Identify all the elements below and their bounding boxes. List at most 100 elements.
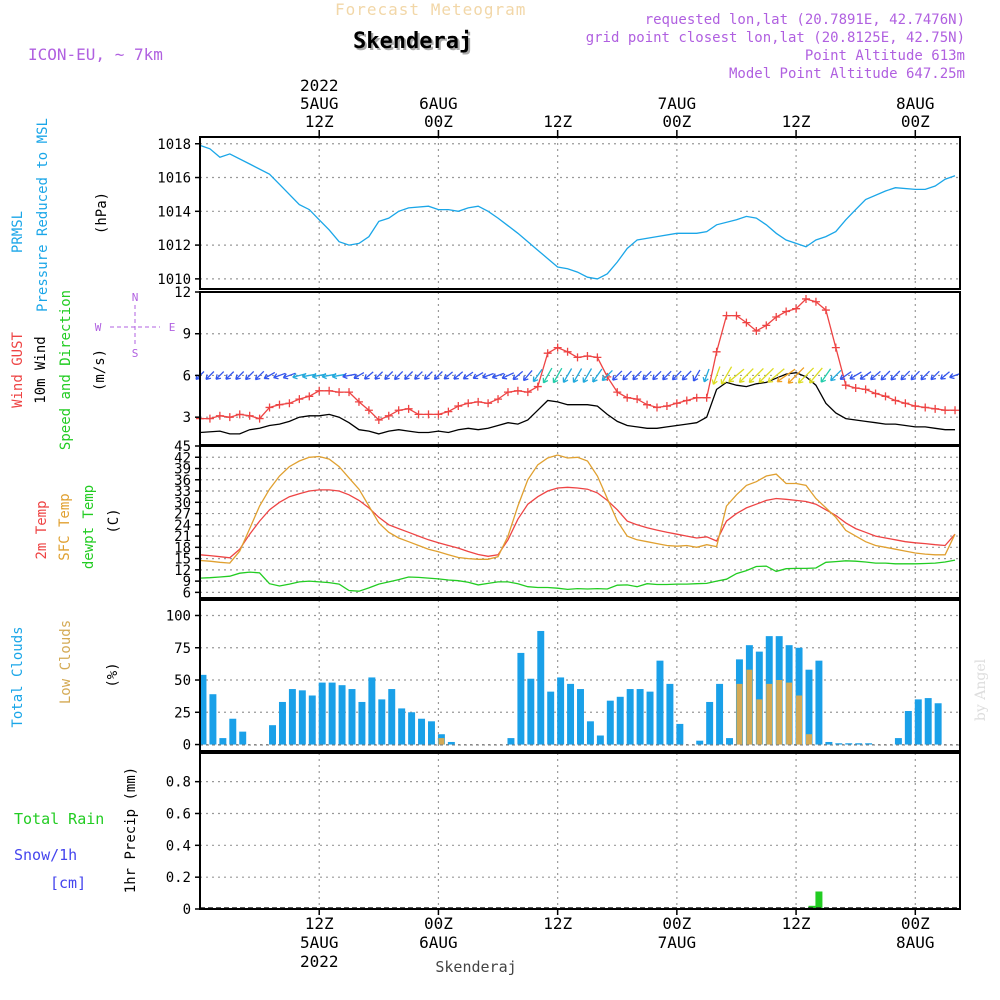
wind-arrow bbox=[205, 371, 215, 381]
series-line-dewpt-temp bbox=[199, 559, 956, 592]
gust-marker bbox=[275, 400, 284, 409]
y-tick-label: 25 bbox=[174, 705, 191, 721]
precip-axis-labels: Total Rain Snow/1h [cm] 1hr Precip (mm) bbox=[14, 767, 139, 893]
bottom-time-label: 12Z bbox=[782, 914, 811, 933]
gust-marker bbox=[424, 410, 433, 419]
wind-arrow bbox=[572, 368, 583, 383]
wind-arrow bbox=[758, 367, 774, 384]
gust-marker bbox=[315, 386, 324, 395]
gust-marker bbox=[643, 400, 652, 409]
compass-e: E bbox=[169, 321, 176, 334]
wind-arrow bbox=[582, 368, 593, 383]
wind-arrow bbox=[662, 370, 672, 381]
compass-rose: N S W E bbox=[95, 291, 176, 360]
wind-arrow bbox=[728, 368, 745, 383]
gust-marker bbox=[404, 404, 413, 413]
rain-bar bbox=[815, 891, 823, 909]
total-cloud-bar bbox=[398, 708, 406, 745]
precip-panel: 0 0.2 0.4 0.6 0.8 bbox=[166, 752, 961, 918]
total-cloud-bar bbox=[845, 743, 853, 745]
total-cloud-bar bbox=[805, 669, 813, 745]
total-cloud-bar bbox=[318, 682, 326, 745]
wind-arrow bbox=[880, 370, 891, 381]
clouds-axis-labels: Total Clouds Low Clouds (%) bbox=[10, 620, 121, 728]
requested-coords: requested lon,lat (20.7891E, 42.7476N) bbox=[645, 12, 965, 28]
pressure-label-reduced: Pressure Reduced to MSL bbox=[35, 118, 51, 312]
chart-title: Skenderaj bbox=[353, 29, 472, 54]
gust-marker bbox=[235, 410, 244, 419]
gust-marker bbox=[484, 399, 493, 408]
low-cloud-bar bbox=[796, 695, 803, 745]
low-cloud-bar bbox=[776, 680, 783, 745]
gust-marker bbox=[285, 399, 294, 408]
y-tick-label: 1012 bbox=[157, 238, 191, 254]
gust-marker bbox=[335, 388, 344, 397]
wind-speed-dir-label: Speed and Direction bbox=[58, 290, 74, 450]
gust-marker bbox=[951, 406, 960, 415]
gust-marker bbox=[563, 347, 572, 356]
gust-marker bbox=[782, 307, 791, 316]
bottom-time-label: 00Z bbox=[662, 914, 691, 933]
wind-gust-label: Wind GUST bbox=[10, 332, 26, 408]
wind-arrow bbox=[363, 371, 374, 380]
gust-marker bbox=[245, 411, 254, 420]
low-cloud-bar bbox=[736, 683, 743, 745]
wind-arrow bbox=[263, 371, 276, 380]
wind-arrow bbox=[254, 370, 265, 381]
y-tick-label: 21 bbox=[174, 529, 191, 545]
gust-marker bbox=[851, 383, 860, 392]
total-cloud-bar bbox=[378, 699, 386, 745]
gust-marker bbox=[712, 347, 721, 356]
gust-marker bbox=[513, 386, 522, 395]
total-cloud-bar bbox=[626, 689, 634, 745]
gust-marker bbox=[474, 397, 483, 406]
total-cloud-bar bbox=[934, 703, 942, 745]
series-line-2m-temp bbox=[199, 486, 956, 559]
top-time-label: 12Z bbox=[782, 112, 811, 131]
chart-title-shadow: Skenderaj bbox=[355, 31, 474, 56]
wind-arrow bbox=[692, 369, 701, 382]
total-cloud-bar bbox=[706, 701, 714, 745]
total-clouds-label: Total Clouds bbox=[10, 626, 26, 727]
wind-arrow bbox=[472, 372, 484, 380]
total-cloud-bar bbox=[825, 741, 833, 745]
gust-marker bbox=[682, 396, 691, 405]
gust-marker bbox=[364, 406, 373, 415]
total-cloud-bar bbox=[239, 731, 247, 745]
pressure-label-prmsl: PRMSL bbox=[10, 211, 26, 253]
gust-marker bbox=[921, 403, 930, 412]
total-cloud-bar bbox=[219, 738, 227, 745]
wind-arrow bbox=[443, 371, 454, 380]
gust-marker bbox=[941, 406, 950, 415]
point-altitude: Point Altitude 613m bbox=[805, 48, 965, 64]
gust-marker bbox=[603, 372, 612, 381]
wind-arrow bbox=[462, 371, 474, 380]
wind-arrow bbox=[601, 369, 613, 382]
y-tick-label: 33 bbox=[174, 484, 191, 500]
gust-marker bbox=[354, 397, 363, 406]
total-cloud-bar bbox=[447, 741, 455, 745]
gust-marker bbox=[742, 318, 751, 327]
gust-marker bbox=[523, 388, 532, 397]
y-tick-label: 0.2 bbox=[166, 870, 191, 886]
wind-arrow bbox=[552, 367, 563, 384]
wind-arrow bbox=[374, 371, 384, 380]
total-cloud-bar bbox=[507, 738, 515, 745]
total-cloud-bar bbox=[298, 690, 306, 745]
total-cloud-bar bbox=[666, 683, 674, 745]
gust-marker bbox=[821, 306, 830, 315]
gust-marker bbox=[345, 388, 354, 397]
temperature-frame bbox=[199, 445, 961, 599]
total-cloud-bar bbox=[338, 685, 346, 745]
total-cloud-bar bbox=[636, 689, 644, 745]
y-tick-label: 39 bbox=[174, 462, 191, 478]
wind-arrow bbox=[512, 370, 524, 381]
bottom-time-label: 2022 bbox=[300, 952, 339, 971]
wind-arrow bbox=[748, 367, 764, 384]
clouds-frame bbox=[199, 599, 961, 752]
wind-arrow bbox=[215, 371, 225, 380]
total-cloud-bar bbox=[656, 660, 664, 745]
total-cloud-bar bbox=[855, 743, 863, 745]
total-cloud-bar bbox=[527, 678, 535, 745]
gust-marker bbox=[871, 389, 880, 398]
